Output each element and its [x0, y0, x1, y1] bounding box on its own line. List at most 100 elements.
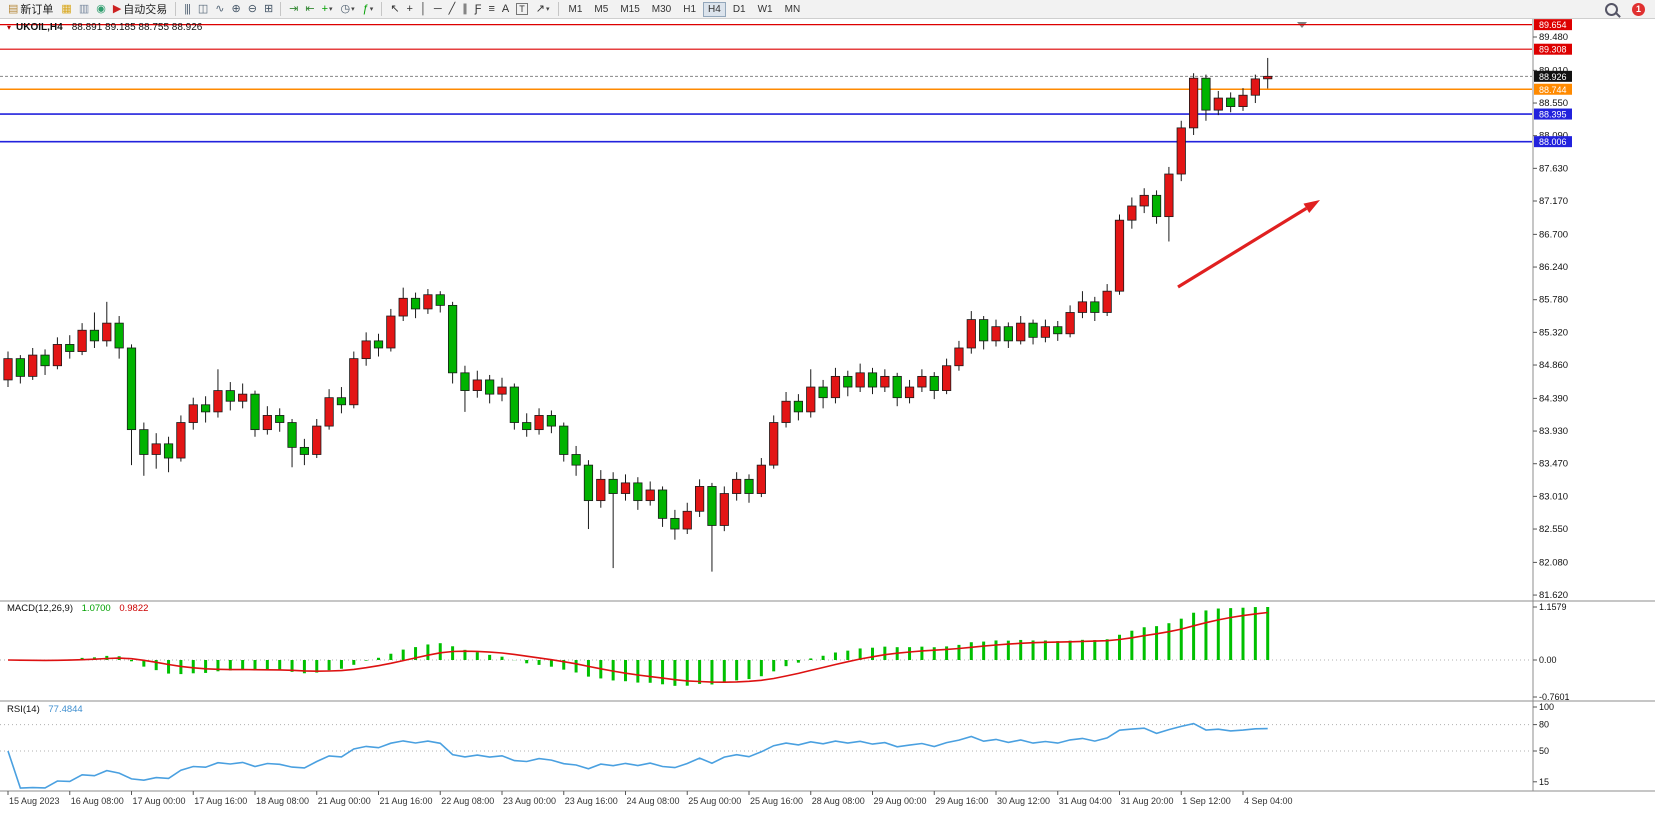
cursor-button[interactable]: ↖	[387, 1, 401, 17]
rsi-panel	[0, 722, 1532, 789]
candle	[1028, 319, 1038, 345]
candle	[1003, 322, 1013, 348]
svg-text:82.550: 82.550	[1539, 524, 1568, 535]
candle	[843, 370, 853, 397]
bars-view-icon: |||	[184, 3, 191, 15]
zoom-out-button[interactable]: ⊖	[245, 1, 259, 17]
candle	[1238, 88, 1248, 111]
arrows-button[interactable]: ↗ ▾	[533, 1, 553, 17]
candle	[1114, 214, 1125, 295]
crosshair-button[interactable]: +	[404, 1, 415, 17]
candle	[867, 367, 878, 395]
candle	[534, 408, 544, 435]
period-selector-icon: ◷	[340, 3, 351, 15]
horizontal-line-button[interactable]: ─	[431, 1, 444, 17]
new-chart-button[interactable]: + ▾	[319, 1, 336, 17]
svg-text:88.395: 88.395	[1539, 110, 1567, 120]
candle	[114, 316, 124, 359]
horizontal-line-objects[interactable]	[0, 24, 1532, 143]
candle	[89, 312, 100, 348]
search-button[interactable]	[1602, 1, 1621, 17]
candle	[744, 474, 754, 503]
timeframe-m5-button[interactable]: M5	[594, 3, 609, 15]
candles-view-icon: ◫	[197, 3, 208, 15]
timeframe-mn-button[interactable]: MN	[784, 3, 801, 15]
new-order-button[interactable]: ▤ 新订单	[5, 1, 56, 17]
indicators-button[interactable]: ƒ ▾	[360, 1, 377, 17]
svg-text:50: 50	[1539, 746, 1549, 756]
chart-profile-button[interactable]: ▦	[58, 1, 73, 17]
price-badge-88.395	[1534, 108, 1572, 120]
auto-scroll-button[interactable]: ⇥	[286, 1, 300, 17]
candle	[485, 374, 495, 404]
channel-icon: ∥	[462, 3, 467, 15]
candle	[522, 413, 532, 437]
notification-badge[interactable]: 1	[1632, 2, 1645, 16]
svg-text:87.630: 87.630	[1539, 163, 1568, 174]
svg-text:1 Sep 12:00: 1 Sep 12:00	[1182, 796, 1231, 806]
candle	[373, 333, 384, 357]
bars-view-button[interactable]: |||	[181, 1, 193, 17]
line-view-button[interactable]: ∿	[212, 1, 226, 17]
svg-text:81.620: 81.620	[1539, 590, 1568, 601]
candle	[608, 472, 618, 569]
candle	[213, 369, 223, 418]
autotrading-button[interactable]: ▶ 自动交易	[110, 1, 170, 17]
time-axis[interactable]: 15 Aug 2023 16 Aug 08:00 17 Aug 00:00 17 Au…	[7, 791, 1293, 806]
candle	[1226, 92, 1236, 113]
candle	[806, 369, 816, 418]
trendline-button[interactable]: ╱	[446, 1, 458, 17]
candle	[176, 415, 186, 462]
timeframe-m15-button[interactable]: M15	[620, 3, 640, 15]
candles-series	[3, 57, 1273, 572]
candle	[1164, 166, 1174, 242]
candle	[447, 301, 458, 384]
candle	[1263, 57, 1273, 89]
trend-arrow-object[interactable]	[1177, 200, 1320, 289]
candle	[336, 387, 347, 414]
vertical-line-button[interactable]: │	[417, 1, 429, 17]
text-button[interactable]: A	[499, 1, 511, 17]
price-badge-89.654	[1534, 19, 1572, 31]
candle	[151, 433, 161, 469]
svg-text:83.010: 83.010	[1539, 491, 1568, 502]
tile-windows-button[interactable]: ⊞	[261, 1, 275, 17]
candle	[781, 392, 791, 428]
depth-of-market-button[interactable]: ▥	[76, 1, 91, 17]
timeframe-m1-button[interactable]: M1	[568, 3, 583, 15]
price-axis[interactable]: 89.48089.01088.55088.09087.63087.17086.7…	[1533, 19, 1572, 787]
candle	[163, 436, 174, 473]
candle	[1213, 90, 1223, 116]
candles-view-button[interactable]: ◫	[195, 1, 210, 17]
timeframe-h4-button[interactable]: H4	[703, 1, 726, 17]
candle	[917, 369, 927, 392]
candle	[707, 482, 717, 572]
candle	[1189, 73, 1199, 135]
timeframe-h1-button[interactable]: H1	[683, 3, 697, 15]
shapes-button[interactable]: ≡	[486, 1, 497, 17]
text-label-button[interactable]: T	[513, 1, 531, 17]
macd-signal-value: 0.9822	[119, 603, 149, 614]
chart-shift-button[interactable]: ⇤	[302, 1, 316, 17]
channel-button[interactable]: ∥	[459, 1, 470, 17]
candle	[3, 351, 13, 388]
svg-text:21 Aug 16:00: 21 Aug 16:00	[380, 796, 433, 806]
zoom-in-button[interactable]: ⊕	[229, 1, 243, 17]
timeframe-m30-button[interactable]: M30	[651, 3, 672, 15]
timeframe-d1-button[interactable]: D1	[732, 3, 746, 15]
community-button[interactable]: ◉	[93, 1, 108, 17]
chart-area[interactable]: 89.48089.01088.55088.09087.63087.17086.7…	[0, 19, 1655, 830]
svg-text:29 Aug 00:00: 29 Aug 00:00	[874, 796, 927, 806]
candle	[596, 470, 606, 508]
auto-scroll-icon: ⇥	[289, 3, 298, 15]
period-selector-button[interactable]: ◷ ▾	[338, 1, 358, 17]
svg-text:25 Aug 00:00: 25 Aug 00:00	[688, 796, 741, 806]
candle	[670, 509, 680, 540]
candle	[830, 367, 841, 404]
candle	[188, 397, 198, 430]
svg-text:82.080: 82.080	[1539, 557, 1568, 568]
candle	[262, 406, 272, 435]
timeframe-w1-button[interactable]: W1	[757, 3, 773, 15]
candle	[1151, 190, 1162, 224]
fibonacci-button[interactable]: Ƒ	[472, 1, 484, 17]
